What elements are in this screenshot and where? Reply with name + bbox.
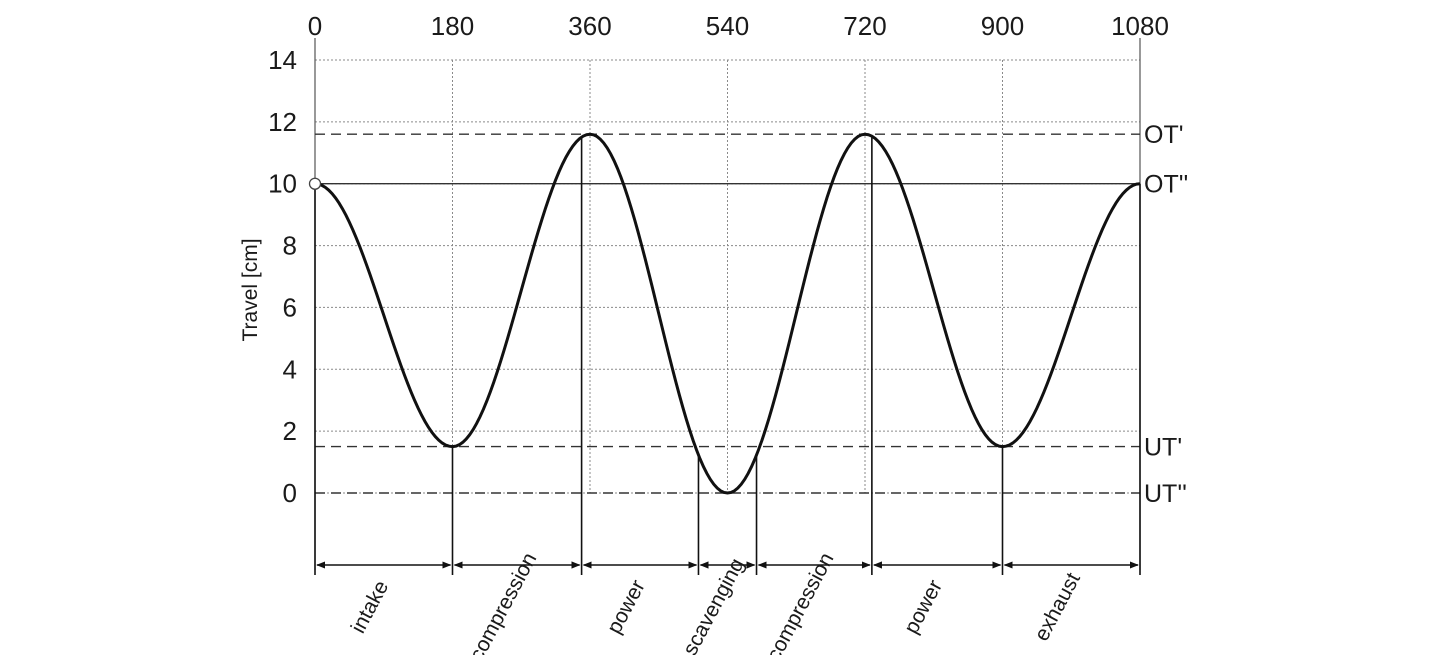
x-tick-label-360: 360 <box>568 11 611 41</box>
x-tick-label-180: 180 <box>431 11 474 41</box>
reference-label-1: OT'' <box>1144 171 1188 199</box>
y-tick-label-0: 0 <box>283 478 297 508</box>
phase-label-6: exhaust <box>1030 569 1085 645</box>
x-tick-labels: 0 180 360 540 720 900 1080 <box>308 11 1169 41</box>
travel-curve <box>314 132 1141 495</box>
x-tick-label-540: 540 <box>706 11 749 41</box>
y-tick-label-8: 8 <box>283 231 297 261</box>
y-tick-label-2: 2 <box>283 416 297 446</box>
phase-label-3: scavenging <box>679 555 749 655</box>
y-tick-label-14: 14 <box>268 45 297 75</box>
x-tick-label-1080: 1080 <box>1111 11 1169 41</box>
reference-label-3: UT'' <box>1144 480 1187 508</box>
y-tick-label-6: 6 <box>283 292 297 322</box>
phase-label-2: power <box>603 576 650 637</box>
y-tick-label-4: 4 <box>283 354 297 384</box>
y-axis-label: Travel [cm] <box>239 238 262 341</box>
reference-label-2: UT' <box>1144 434 1182 462</box>
x-tick-label-720: 720 <box>843 11 886 41</box>
phase-label-0: intake <box>347 577 394 637</box>
phase-label-5: power <box>900 576 947 637</box>
reference-lines: OT' OT'' UT' UT'' <box>315 121 1188 508</box>
x-tick-label-0: 0 <box>308 11 322 41</box>
y-tick-label-10: 10 <box>268 169 297 199</box>
reference-label-0: OT' <box>1144 121 1184 149</box>
y-tick-labels: 0 2 4 6 8 10 12 14 <box>268 45 297 508</box>
phase-boundaries <box>314 136 1141 575</box>
y-tick-label-12: 12 <box>268 107 297 137</box>
start-point-marker <box>308 177 322 190</box>
grid <box>314 38 1141 570</box>
travel-curve-group <box>308 132 1141 495</box>
x-tick-label-900: 900 <box>981 11 1024 41</box>
